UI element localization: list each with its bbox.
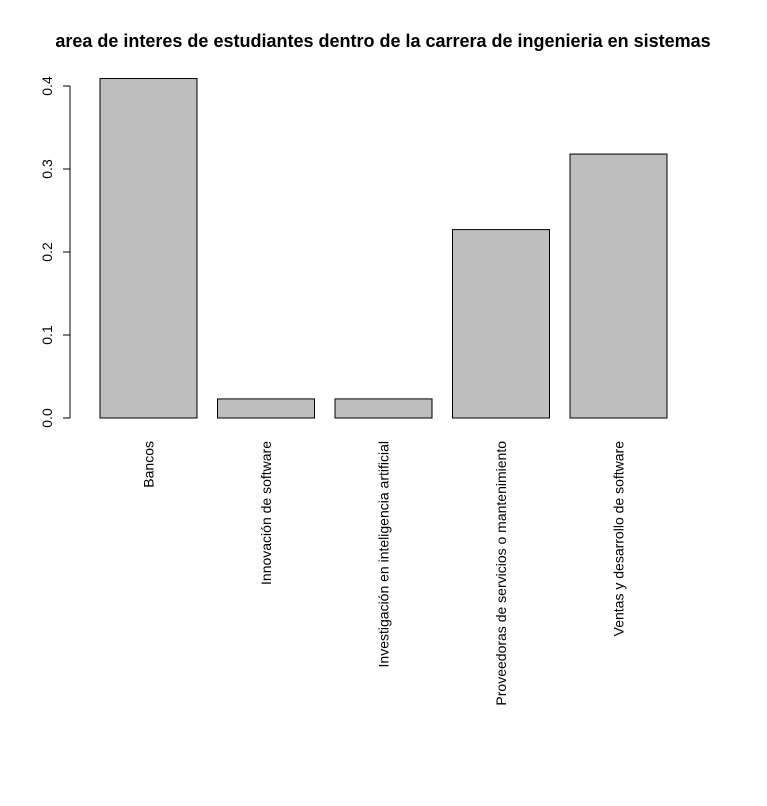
bar — [334, 398, 433, 419]
x-tick-label: Proveedoras de servicios o mantenimiento — [493, 441, 509, 706]
x-axis-labels: Bancos Innovación de software Investigació… — [141, 441, 627, 706]
bar — [217, 398, 315, 419]
x-tick-label: Innovación de software — [258, 441, 274, 585]
x-tick-label: Bancos — [141, 441, 157, 488]
x-tick-label: Ventas y desarrollo de software — [611, 441, 627, 637]
bar — [99, 78, 198, 419]
bar — [569, 153, 668, 419]
y-tick-label: 0.2 — [39, 242, 55, 262]
bars — [99, 78, 668, 419]
x-tick-label: Investigación en inteligencia artificial — [376, 441, 392, 667]
chart-title: area de interes de estudiantes dentro de… — [55, 31, 710, 51]
y-tick-label: 0.4 — [39, 76, 55, 96]
y-tick-label: 0.3 — [39, 159, 55, 179]
y-tick-label: 0.1 — [39, 325, 55, 345]
y-tick-label: 0.0 — [39, 408, 55, 428]
y-axis: 0.0 0.1 0.2 0.3 0.4 — [39, 76, 71, 428]
bar — [452, 229, 550, 419]
